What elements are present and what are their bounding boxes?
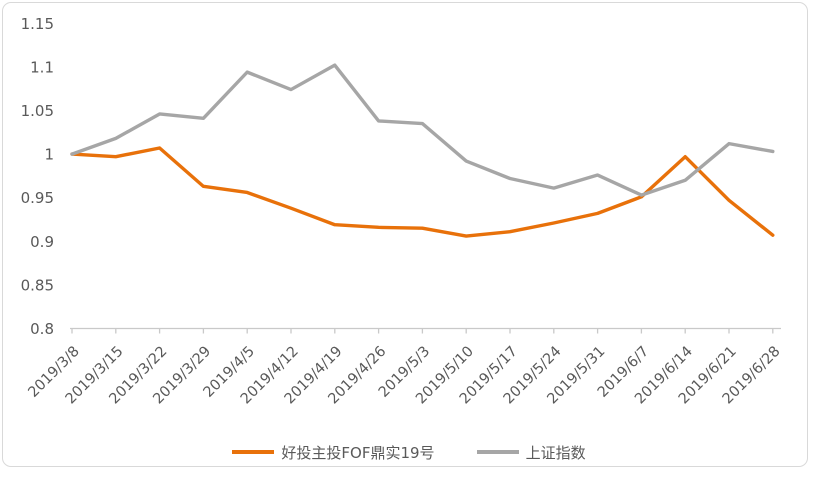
legend-label-index: 上证指数 <box>525 443 586 462</box>
legend-label-fund: 好投主投FOF鼎实19号 <box>281 443 435 462</box>
fund-series-line-swatch <box>232 450 275 454</box>
y-axis-tick-label: 1.05 <box>21 102 54 120</box>
x-axis <box>70 327 781 334</box>
y-axis-tick-label: 0.85 <box>21 276 54 294</box>
y-axis-tick-label: 1 <box>44 146 54 164</box>
legend-item-index: 上证指数 <box>476 442 586 463</box>
y-axis-tick-label: 0.8 <box>30 320 54 338</box>
y-axis-tick-label: 1.1 <box>30 58 54 76</box>
index-series-line-swatch <box>476 450 519 454</box>
y-axis-tick-label: 1.15 <box>21 15 54 33</box>
x-axis-ticks <box>71 328 774 334</box>
y-axis-tick-label: 0.9 <box>30 233 54 251</box>
series-line-0 <box>70 146 775 238</box>
legend-item-fund: 好投主投FOF鼎实19号 <box>232 442 435 463</box>
y-axis-labels: 0.8 0.85 0.9 0.95 1 1.05 1.1 1.15 <box>21 15 54 338</box>
y-axis-tick-label: 0.95 <box>21 189 54 207</box>
legend: 好投主投FOF鼎实19号 上证指数 <box>0 436 818 468</box>
series-line-1 <box>70 63 775 197</box>
x-axis-labels: 2019/3/82019/3/152019/3/222019/3/292019/… <box>25 344 783 408</box>
chart-frame <box>2 2 808 467</box>
series-lines <box>70 63 775 238</box>
